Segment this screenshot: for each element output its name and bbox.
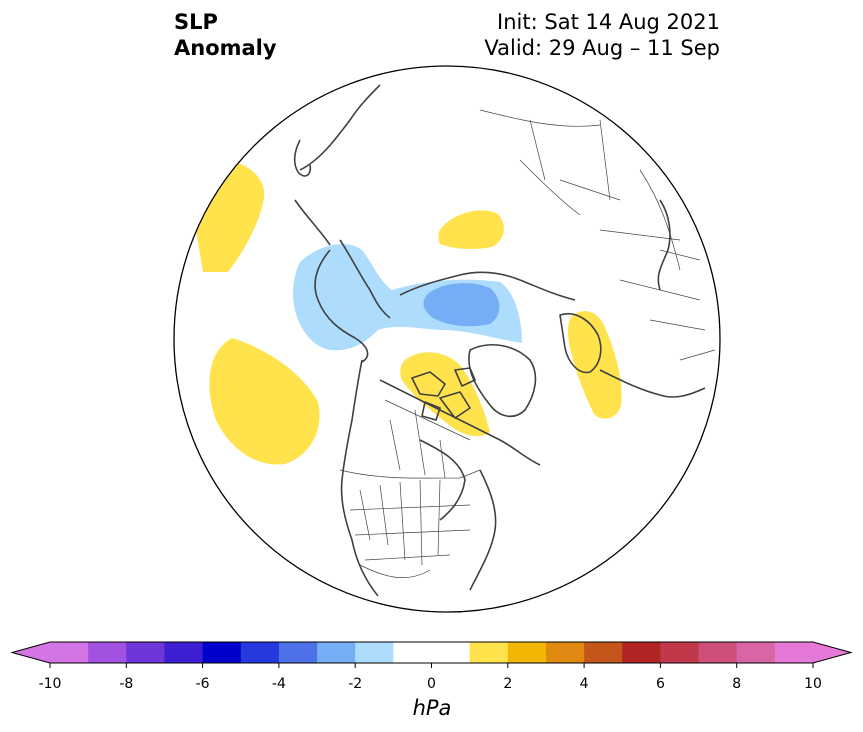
title-variable-line2: Anomaly [174,36,277,60]
coast-greenland [468,344,537,418]
coast-alaska [314,249,369,363]
coast-hudson-bay [419,439,466,521]
colorbar-cell [278,642,318,663]
colorbar-tick-label: -2 [348,676,362,692]
colorbar-cell [126,642,166,663]
globe-boundary [173,65,721,613]
colorbar-ticks: -10 -8 -6 -4 -2 0 2 4 6 8 10 [39,663,822,692]
map-title-variable: SLP Anomaly [174,9,277,61]
coast-us-east [469,469,497,591]
colorbar-tick-label: 8 [732,676,741,692]
map-title-dates: Init: Sat 14 Aug 2021 Valid: 29 Aug – 11… [484,9,720,61]
anomaly-canadian-archipelago-positive [400,352,490,437]
us-canada-border [339,469,481,479]
title-variable-line1: SLP [174,10,218,34]
anomaly-north-pacific-positive [209,338,320,465]
colorbar-cell [50,642,89,663]
coast-east-asia [294,84,381,246]
colorbar-cell [469,642,509,663]
colorbar-tick-label: -8 [119,676,133,692]
coast-scandinavia [559,313,602,374]
colorbar-cell [698,642,738,663]
colorbar-cell [507,642,547,663]
title-init-date: Init: Sat 14 Aug 2021 [497,10,720,34]
colorbar-cell [240,642,280,663]
colorbar-tick-label: -6 [196,676,210,692]
colorbar-cell [355,642,394,663]
anomaly-fills [196,163,622,465]
coast-kamchatka [339,239,391,319]
colorbar-cell [202,642,242,663]
anomaly-eastern-siberia-positive [438,210,504,249]
colorbar-tick-label: 4 [580,676,589,692]
colorbar-extend-high [812,642,851,663]
colorbar-cell [736,642,776,663]
colorbar-cell [317,642,356,663]
coast-japan [293,139,312,177]
colorbar-cell [622,642,661,663]
colorbar-tick-label: -10 [39,676,62,692]
colorbar-cell [660,642,700,663]
anomaly-north-atlantic-positive-left [196,163,265,272]
colorbar: -10 -8 -6 -4 -2 0 2 4 6 8 10 hPa [10,641,853,720]
colorbar-cell [164,642,204,663]
anomaly-arctic-negative-core [423,283,500,327]
canada-province-borders [384,399,471,479]
mexico-border [359,564,431,578]
coast-mediterranean [657,199,671,291]
us-state-borders [349,479,471,566]
colorbar-cells [50,642,814,663]
coast-europe [599,369,706,398]
coast-siberia [399,271,576,301]
colorbar-units-label: hPa [413,696,452,720]
colorbar-tick-label: 0 [427,676,436,692]
colorbar-tick-label: 6 [656,676,665,692]
map-globe [173,65,721,613]
colorbar-cell [393,642,471,663]
title-valid-range: Valid: 29 Aug – 11 Sep [484,36,720,60]
colorbar-extend-low [12,642,51,663]
colorbar-tick-label: 10 [804,676,822,692]
coastlines [293,84,706,597]
colorbar-cell [88,642,127,663]
anomaly-eurasia-north-positive [567,311,622,419]
colorbar-tick-label: -4 [272,676,286,692]
coast-north-america-west [340,359,379,597]
colorbar-tick-label: 2 [503,676,512,692]
colorbar-cell [584,642,623,663]
coast-canada-arctic [379,379,541,466]
coast-canadian-islands [411,367,476,421]
colorbar-cell [774,642,814,663]
country-borders [339,109,716,578]
colorbar-cell [545,642,585,663]
